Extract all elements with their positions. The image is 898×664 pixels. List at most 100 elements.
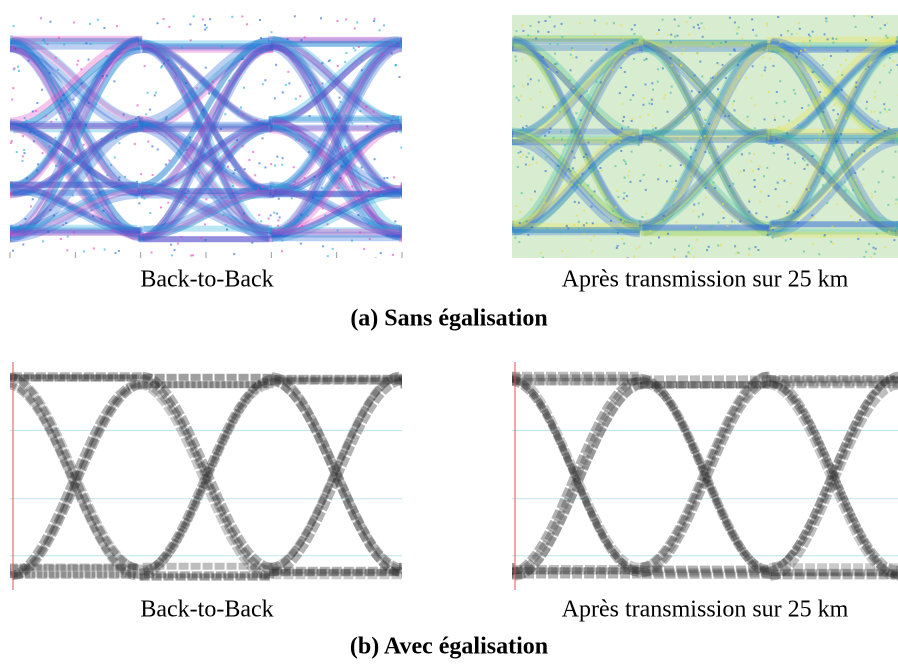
- eye-trace: [512, 40, 639, 139]
- eye-trace: [642, 45, 773, 237]
- eye-trace: [512, 573, 513, 576]
- noise-dot: [519, 210, 522, 213]
- eye-trace: [639, 42, 769, 141]
- eye-trace: [10, 372, 141, 572]
- eye-trace: [142, 126, 274, 198]
- eye-diagram: [512, 362, 898, 590]
- eye-trace: [768, 374, 898, 574]
- eye-traces: [10, 371, 402, 581]
- noise-dot: [697, 114, 700, 117]
- noise-dot: [113, 156, 116, 159]
- noise-dot: [532, 156, 534, 159]
- noise-dot: [867, 65, 870, 68]
- noise-dot: [77, 59, 80, 62]
- eye-trace: [0, 129, 7, 195]
- noise-dot: [50, 120, 53, 123]
- eye-trace: [770, 47, 898, 238]
- noise-dot: [68, 113, 71, 116]
- noise-dot: [269, 39, 271, 42]
- eye-trace: [643, 136, 773, 235]
- noise-dot: [832, 109, 835, 112]
- eye-trace: [270, 123, 402, 196]
- noise-dot: [272, 195, 275, 198]
- noise-dot: [65, 222, 68, 224]
- noise-dot: [568, 79, 571, 82]
- noise-dot: [611, 43, 614, 46]
- eye-trace: [638, 37, 769, 228]
- eye-trace: [512, 38, 639, 229]
- noise-dot: [67, 108, 70, 111]
- noise-dot: [53, 214, 56, 217]
- eye-trace: [512, 41, 642, 233]
- noise-dot: [114, 252, 117, 255]
- eye-trace: [270, 40, 402, 237]
- noise-dot: [739, 220, 742, 223]
- noise-dot: [772, 152, 775, 155]
- noise-dot: [231, 15, 234, 18]
- eye-trace: [399, 36, 402, 43]
- noise-dot: [619, 137, 622, 140]
- noise-dot: [750, 97, 753, 100]
- noise-dot: [605, 198, 608, 201]
- noise-dot: [281, 157, 284, 160]
- eye-trace: [268, 115, 401, 231]
- noise-dot: [667, 232, 669, 235]
- noise-dot: [800, 126, 803, 129]
- noise-dot: [782, 115, 785, 118]
- noise-dot: [865, 202, 868, 205]
- noise-dot: [222, 214, 225, 216]
- noise-dot: [795, 56, 798, 59]
- noise-dot: [301, 225, 303, 227]
- noise-dot: [143, 197, 146, 200]
- eye-trace: [10, 193, 138, 243]
- noise-dot: [758, 165, 761, 168]
- noise-dot: [324, 214, 327, 217]
- noise-dot: [722, 217, 725, 219]
- eye-trace: [400, 571, 402, 579]
- noise-dot: [765, 216, 768, 219]
- noise-dot: [786, 132, 789, 135]
- noise-dot: [345, 52, 348, 54]
- noise-dot: [367, 222, 370, 225]
- noise-dot: [180, 66, 183, 69]
- noise-dot: [822, 111, 825, 113]
- eye-trace: [766, 45, 896, 144]
- noise-dot: [391, 253, 394, 256]
- eye-trace: [10, 46, 138, 133]
- noise-dot: [561, 138, 563, 141]
- eye-trace: [0, 130, 9, 196]
- noise-dot: [778, 205, 781, 208]
- noise-dot: [638, 245, 641, 248]
- noise-dot: [18, 69, 20, 72]
- noise-dot: [261, 83, 264, 86]
- eye-trace: [770, 44, 898, 235]
- noise-dot: [294, 138, 297, 141]
- eye-trace: [642, 129, 772, 228]
- eye-traces: [512, 15, 898, 258]
- noise-dot: [838, 179, 841, 182]
- noise-dot: [514, 55, 517, 58]
- eye-trace: [766, 381, 897, 581]
- noise-dot: [688, 33, 691, 36]
- noise-dot: [37, 163, 39, 166]
- noise-dot: [246, 23, 248, 26]
- noise-dot: [621, 127, 623, 130]
- eye-trace: [10, 235, 12, 242]
- noise-dot: [577, 220, 580, 223]
- noise-dot: [890, 68, 892, 71]
- eye-trace: [10, 372, 139, 571]
- noise-dot: [759, 190, 762, 193]
- noise-dot: [841, 74, 844, 76]
- noise-dot: [615, 247, 618, 249]
- noise-dot: [835, 140, 837, 143]
- noise-dot: [792, 209, 795, 212]
- eye-trace: [512, 371, 640, 570]
- noise-dot: [860, 41, 863, 44]
- noise-dot: [522, 153, 525, 156]
- noise-dot: [105, 55, 108, 58]
- noise-dot: [27, 59, 30, 62]
- noise-dot: [644, 188, 647, 191]
- noise-dot: [680, 52, 683, 55]
- noise-dot: [321, 187, 324, 190]
- noise-dot: [578, 227, 581, 230]
